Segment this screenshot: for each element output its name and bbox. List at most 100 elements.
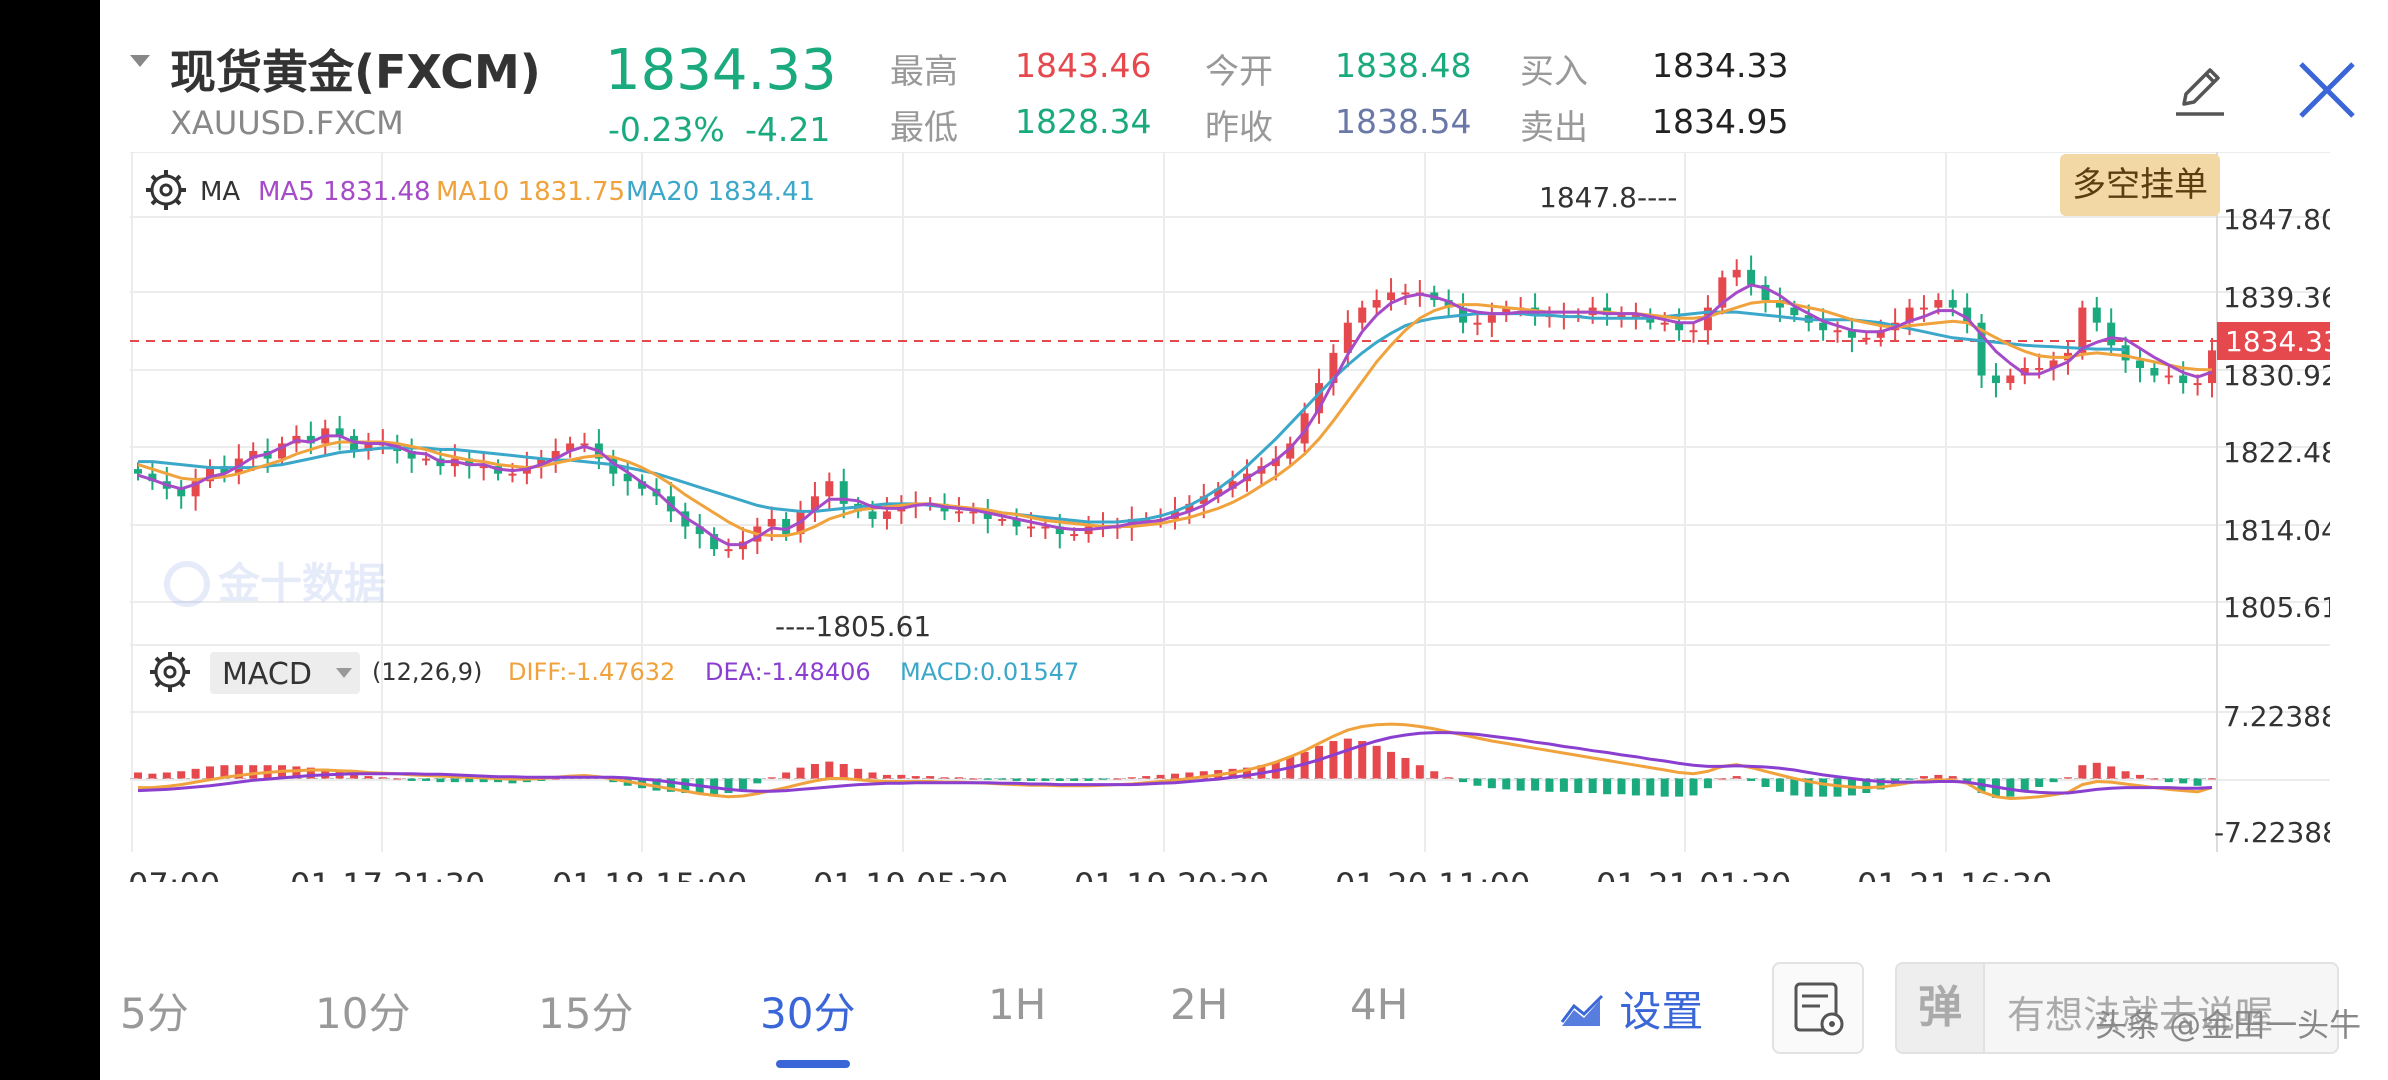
macd-histogram-bar bbox=[1819, 778, 1828, 797]
candle-body bbox=[825, 481, 834, 497]
macd-histogram-bar bbox=[234, 765, 243, 779]
macd-histogram-bar bbox=[2121, 771, 2130, 779]
macd-histogram-bar bbox=[2107, 766, 2116, 779]
macd-histogram-bar bbox=[1617, 778, 1626, 795]
candle-body bbox=[191, 481, 200, 497]
macd-histogram-bar bbox=[1963, 778, 1972, 781]
macd-histogram-bar bbox=[1689, 778, 1698, 796]
candle-body bbox=[2121, 345, 2130, 361]
macd-histogram-bar bbox=[1358, 741, 1367, 779]
macd-histogram-bar bbox=[134, 772, 142, 779]
macd-histogram-bar bbox=[738, 778, 747, 790]
candle-body bbox=[1300, 413, 1309, 444]
macd-histogram-bar bbox=[436, 778, 445, 783]
macd-histogram-bar bbox=[249, 765, 258, 779]
quote-label-ask: 卖出 bbox=[1520, 108, 1588, 148]
candle-body bbox=[1185, 503, 1194, 512]
candle-body bbox=[1199, 496, 1208, 504]
timeframe-10min[interactable]: 10分 bbox=[315, 989, 411, 1038]
timeframe-2h[interactable]: 2H bbox=[1170, 980, 1229, 1029]
macd-histogram-bar bbox=[1502, 778, 1511, 790]
timeframe-30min[interactable]: 30分 bbox=[760, 989, 856, 1038]
macd-histogram-bar bbox=[1833, 778, 1842, 797]
macd-histogram-bar bbox=[393, 778, 402, 780]
timeframe-4h[interactable]: 4H bbox=[1350, 980, 1409, 1029]
macd-histogram-bar bbox=[868, 772, 877, 779]
candle-body bbox=[148, 473, 157, 482]
candle-body bbox=[1502, 307, 1511, 316]
candle-body bbox=[2150, 367, 2159, 376]
macd-histogram-bar bbox=[2193, 778, 2202, 786]
macd-histogram-bar bbox=[983, 778, 992, 780]
macd-dea-line bbox=[137, 731, 2213, 795]
macd-histogram-bar bbox=[1862, 778, 1871, 794]
macd-histogram-bar bbox=[1516, 778, 1525, 791]
candle-body bbox=[2049, 360, 2058, 368]
price-chart[interactable]: 金十数据 MA MA5 1831.48 MA10 1831.75 MA20 18… bbox=[130, 152, 2330, 882]
candle-body bbox=[1401, 292, 1410, 295]
macd-histogram-bar bbox=[839, 764, 848, 779]
macd-histogram-bar bbox=[1459, 778, 1468, 783]
candle-body bbox=[2107, 322, 2116, 346]
edit-icon[interactable] bbox=[2170, 60, 2230, 120]
macd-histogram-bar bbox=[1185, 772, 1194, 779]
macd-axis-label-bottom: -7.22388 bbox=[2214, 816, 2330, 849]
candle-body bbox=[1286, 443, 1295, 459]
close-icon[interactable] bbox=[2295, 58, 2359, 122]
candle-body bbox=[465, 458, 474, 467]
comment-input[interactable]: 弹 有想法就去说喔 bbox=[1895, 962, 2339, 1054]
change-amount: -4.21 bbox=[745, 110, 831, 149]
ma-settings-gear-icon[interactable] bbox=[146, 170, 186, 210]
macd-settings-gear-icon[interactable] bbox=[150, 652, 190, 692]
macd-histogram-bar bbox=[1415, 765, 1424, 779]
macd-histogram-bar bbox=[2179, 778, 2188, 784]
long-short-orders-button[interactable]: 多空挂单 bbox=[2060, 154, 2220, 216]
ma10-legend: MA10 1831.75 bbox=[436, 177, 625, 207]
timeframe-1h[interactable]: 1H bbox=[988, 980, 1047, 1029]
macd-histogram-bar bbox=[292, 766, 301, 779]
candle-body bbox=[638, 481, 647, 489]
quote-value-high: 1843.46 bbox=[1015, 46, 1152, 85]
candle-body bbox=[1343, 322, 1352, 353]
macd-axis-label-top: 7.22388 bbox=[2223, 700, 2330, 733]
candle-body bbox=[1905, 307, 1914, 323]
current-price-tag-text: 1834.33 bbox=[2225, 325, 2330, 358]
instrument-title[interactable]: 现货黄金(FXCM) bbox=[170, 45, 541, 99]
time-label-6: 01-20 11:00 bbox=[1335, 866, 1530, 882]
candle-body bbox=[1876, 330, 1885, 338]
macd-diff-line bbox=[138, 722, 2213, 801]
symbol-dropdown-caret-icon[interactable] bbox=[130, 55, 150, 67]
macd-histogram-bar bbox=[1718, 778, 1727, 780]
chart-panel: 现货黄金(FXCM) XAUUSD.FXCM 1834.33 -0.23% -4… bbox=[100, 0, 2388, 1080]
macd-histogram-bar bbox=[767, 777, 776, 779]
candle-body bbox=[278, 443, 287, 459]
candle-body bbox=[1228, 481, 1237, 489]
candle-body bbox=[1631, 315, 1640, 318]
candle-body bbox=[206, 466, 215, 482]
macd-indicator-select[interactable] bbox=[210, 652, 360, 694]
macd-histogram-bar bbox=[364, 776, 373, 779]
comment-placeholder: 有想法就去说喔 bbox=[2007, 993, 2274, 1037]
macd-histogram-bar bbox=[1084, 778, 1093, 781]
macd-histogram-bar bbox=[940, 777, 949, 779]
quote-label-prev-close: 昨收 bbox=[1205, 108, 1273, 148]
danmaku-icon[interactable]: 弹 bbox=[1897, 964, 1985, 1052]
macd-histogram-bar bbox=[1876, 778, 1885, 790]
macd-histogram-bar bbox=[1387, 751, 1396, 779]
timeframe-15min[interactable]: 15分 bbox=[538, 989, 634, 1038]
macd-histogram-bar bbox=[177, 771, 186, 779]
timeframe-5min[interactable]: 5分 bbox=[120, 989, 189, 1038]
macd-histogram-bar bbox=[1401, 757, 1410, 779]
candle-body bbox=[767, 518, 776, 527]
ma5-line bbox=[137, 283, 2213, 547]
macd-dea-legend: DEA:-1.48406 bbox=[705, 658, 871, 686]
indicator-tool-button[interactable] bbox=[1772, 962, 1864, 1054]
time-label-5: 01-19 20:30 bbox=[1074, 866, 1269, 882]
macd-histogram-bar bbox=[1012, 778, 1021, 781]
macd-histogram-bar bbox=[1142, 776, 1151, 779]
time-label-7: 01-21 01:30 bbox=[1596, 866, 1791, 882]
macd-histogram-bar bbox=[1113, 778, 1122, 780]
macd-histogram-bar bbox=[2006, 778, 2015, 797]
chart-settings-button[interactable]: 设置 bbox=[1560, 978, 1703, 1039]
macd-histogram-bar bbox=[1631, 778, 1640, 796]
